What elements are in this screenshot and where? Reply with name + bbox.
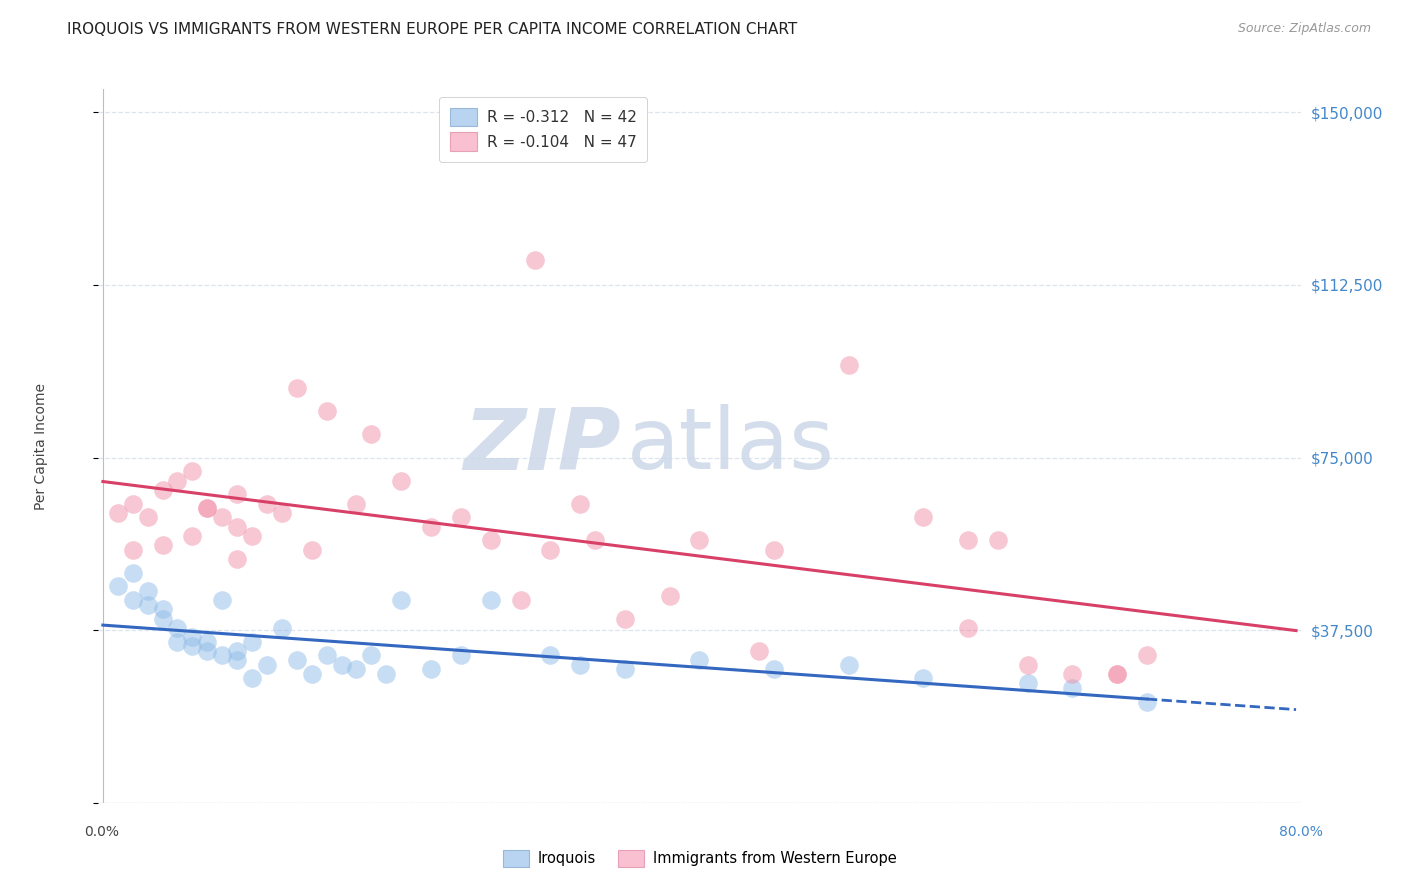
Point: [658, 589, 681, 603]
Point: [270, 621, 292, 635]
Point: [226, 551, 249, 566]
Point: [315, 404, 337, 418]
Point: [121, 566, 143, 580]
Point: [226, 519, 249, 533]
Point: [389, 593, 412, 607]
Point: [450, 510, 472, 524]
Point: [688, 533, 710, 548]
Point: [121, 593, 143, 607]
Point: [195, 634, 218, 648]
Point: [912, 672, 935, 686]
Point: [538, 648, 561, 663]
Point: [301, 666, 323, 681]
Point: [479, 533, 502, 548]
Point: [107, 506, 129, 520]
Point: [226, 487, 249, 501]
Point: [256, 657, 278, 672]
Point: [987, 533, 1010, 548]
Point: [956, 533, 979, 548]
Point: [1062, 666, 1084, 681]
Point: [1017, 657, 1039, 672]
Point: [613, 612, 636, 626]
Point: [315, 648, 337, 663]
Point: [538, 542, 561, 557]
Point: [107, 579, 129, 593]
Point: [195, 501, 218, 516]
Point: [375, 666, 398, 681]
Text: Source: ZipAtlas.com: Source: ZipAtlas.com: [1237, 22, 1371, 36]
Point: [181, 464, 204, 478]
Point: [256, 497, 278, 511]
Text: IROQUOIS VS IMMIGRANTS FROM WESTERN EUROPE PER CAPITA INCOME CORRELATION CHART: IROQUOIS VS IMMIGRANTS FROM WESTERN EURO…: [67, 22, 797, 37]
Point: [450, 648, 472, 663]
Text: 80.0%: 80.0%: [1278, 825, 1323, 839]
Point: [1107, 666, 1129, 681]
Point: [166, 634, 188, 648]
Point: [166, 474, 188, 488]
Text: atlas: atlas: [627, 404, 835, 488]
Point: [240, 672, 263, 686]
Text: Per Capita Income: Per Capita Income: [34, 383, 48, 509]
Point: [181, 630, 204, 644]
Point: [569, 657, 592, 672]
Point: [763, 542, 786, 557]
Point: [688, 653, 710, 667]
Point: [121, 542, 143, 557]
Point: [613, 662, 636, 676]
Point: [479, 593, 502, 607]
Point: [360, 648, 382, 663]
Point: [956, 621, 979, 635]
Point: [583, 533, 606, 548]
Point: [330, 657, 353, 672]
Point: [240, 634, 263, 648]
Point: [1107, 666, 1129, 681]
Point: [763, 662, 786, 676]
Point: [420, 662, 443, 676]
Point: [346, 497, 368, 511]
Point: [136, 510, 159, 524]
Point: [195, 501, 218, 516]
Text: 0.0%: 0.0%: [84, 825, 118, 839]
Point: [748, 644, 770, 658]
Point: [301, 542, 323, 557]
Point: [1017, 676, 1039, 690]
Point: [270, 506, 292, 520]
Point: [420, 519, 443, 533]
Point: [136, 598, 159, 612]
Text: ZIP: ZIP: [464, 404, 621, 488]
Point: [389, 474, 412, 488]
Point: [285, 381, 308, 395]
Point: [285, 653, 308, 667]
Point: [838, 657, 860, 672]
Legend: Iroquois, Immigrants from Western Europe: Iroquois, Immigrants from Western Europe: [492, 839, 907, 878]
Point: [838, 359, 860, 373]
Point: [912, 510, 935, 524]
Point: [211, 593, 233, 607]
Point: [569, 497, 592, 511]
Point: [1136, 648, 1159, 663]
Point: [226, 653, 249, 667]
Point: [121, 497, 143, 511]
Point: [226, 644, 249, 658]
Point: [360, 427, 382, 442]
Point: [152, 483, 174, 497]
Point: [211, 510, 233, 524]
Point: [181, 640, 204, 654]
Point: [240, 529, 263, 543]
Point: [195, 644, 218, 658]
Point: [166, 621, 188, 635]
Point: [1062, 681, 1084, 695]
Point: [524, 252, 547, 267]
Point: [136, 584, 159, 599]
Point: [509, 593, 531, 607]
Point: [152, 612, 174, 626]
Point: [152, 538, 174, 552]
Point: [1136, 694, 1159, 708]
Point: [211, 648, 233, 663]
Point: [346, 662, 368, 676]
Point: [181, 529, 204, 543]
Point: [152, 602, 174, 616]
